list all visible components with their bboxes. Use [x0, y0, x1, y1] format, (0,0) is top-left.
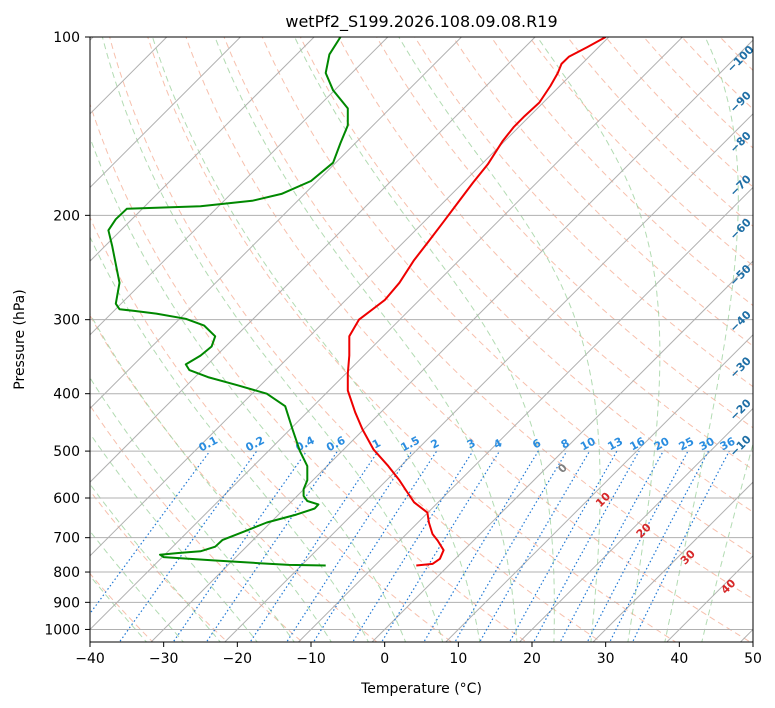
mixing-ratio-line: [118, 450, 258, 642]
x-tick-label: −20: [223, 651, 253, 667]
isotherm-line: [90, 37, 610, 557]
dry-adiabat: [338, 37, 753, 471]
moist-adiabat: [90, 136, 407, 642]
x-tick-label: 50: [744, 651, 762, 667]
mixing-ratio-line: [90, 450, 211, 615]
isotherm-line: [90, 37, 463, 410]
dry-adiabat: [90, 314, 378, 642]
isotherm-line: [90, 37, 389, 336]
x-tick-label: 20: [523, 651, 541, 667]
x-tick-label: −40: [75, 651, 105, 667]
mixing-ratio-label: 10: [578, 435, 598, 454]
dry-adiabat: [147, 37, 677, 642]
background-lines: [90, 37, 753, 642]
mixing-ratio-label: 36: [718, 434, 738, 453]
x-tick-label: 0: [380, 651, 389, 667]
dry-adiabat: [90, 404, 303, 642]
dry-adiabat: [643, 37, 753, 149]
dry-adiabat: [90, 216, 453, 642]
isotherm-line: [150, 39, 753, 642]
x-tick-label: −10: [296, 651, 326, 667]
dry-adiabat: [223, 37, 753, 600]
mixing-ratio-line: [380, 450, 501, 642]
y-tick-label: 800: [53, 565, 80, 581]
isotherm-line: [90, 37, 315, 262]
mixing-ratio-label: 25: [677, 435, 697, 454]
y-axis-label: Pressure (hPa): [12, 289, 28, 389]
sounding-series: [107, 37, 607, 567]
x-tick-label: 10: [449, 651, 467, 667]
dewpoint-profile: [107, 37, 349, 567]
dry-adiabat: [528, 37, 753, 267]
plot-frame: [89, 36, 754, 643]
axis-ticks: −40 −30 −20 −10 0 10 20 30 40 50 100 200 300 400 500 60…: [44, 30, 762, 667]
isotherm-line: [224, 113, 753, 642]
temperature-profile: [346, 37, 607, 567]
y-tick-label: 200: [53, 208, 80, 224]
dry-adiabat: [185, 37, 752, 642]
chart-title: wetPf2_S199.2026.108.09.08.R19: [285, 12, 557, 32]
isotherm-line: [297, 186, 753, 642]
y-tick-label: 100: [53, 30, 80, 46]
mixing-ratio-line: [586, 450, 689, 642]
mixing-ratio-line: [205, 450, 338, 642]
mixing-ratio-label: 20: [652, 435, 672, 454]
mixing-ratio-line: [609, 450, 710, 642]
dry-adiabat: [414, 37, 753, 388]
y-tick-label: 400: [53, 387, 80, 403]
y-tick-label: 300: [53, 313, 80, 329]
x-axis-label: Temperature (°C): [360, 681, 482, 697]
dry-adiabat: [261, 37, 753, 556]
mixing-ratio-label: 30: [697, 435, 717, 454]
isotherm-line: [90, 37, 684, 631]
x-tick-label: −30: [149, 651, 179, 667]
x-tick-label: 30: [597, 651, 615, 667]
isotherm-line: [90, 37, 536, 483]
isotherm-line: [371, 260, 753, 642]
mixing-ratio-label: 16: [628, 435, 648, 454]
moist-adiabat: [90, 235, 369, 642]
dry-adiabat: [109, 37, 602, 642]
mixing-ratio-line: [559, 450, 664, 642]
y-tick-label: 600: [53, 491, 80, 507]
y-tick-label: 500: [53, 444, 80, 460]
isotherm-line: [592, 481, 753, 642]
dry-adiabat: [490, 37, 753, 307]
mixing-ratio-line: [172, 450, 308, 642]
mixing-ratio-line: [454, 450, 568, 642]
mixing-ratio-line: [285, 450, 413, 642]
isotherm-line: [445, 334, 753, 642]
mixing-ratio-line: [312, 450, 438, 642]
x-tick-label: 40: [670, 651, 688, 667]
y-tick-label: 900: [53, 595, 80, 611]
y-tick-label: 700: [53, 531, 80, 547]
mixing-ratio-line: [352, 450, 474, 642]
mixing-ratio-line: [249, 450, 379, 642]
dry-adiabat: [90, 490, 229, 642]
y-tick-label: 1000: [44, 622, 80, 638]
dry-adiabat: [376, 37, 753, 429]
isotherm-line: [518, 407, 753, 642]
mixing-ratio-label: 13: [605, 435, 625, 454]
dry-adiabat: [299, 37, 753, 513]
isotherm-line: [90, 37, 242, 189]
